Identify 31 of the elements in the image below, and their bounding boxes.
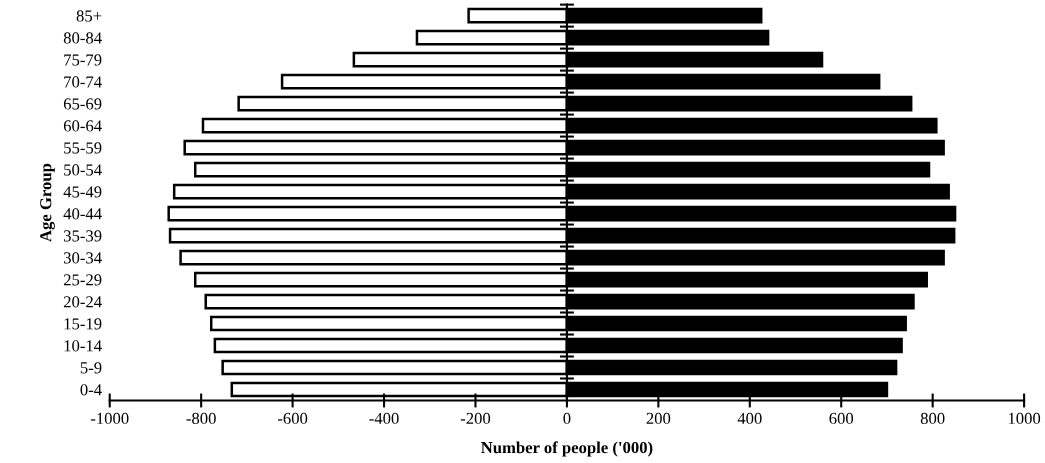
y-tick-label: 80-84 — [63, 32, 102, 44]
y-tick-label: 0-4 — [80, 384, 102, 396]
y-tick-label: 40-44 — [63, 208, 102, 220]
x-tick-label: 400 — [737, 412, 762, 425]
y-tick-label: 85+ — [76, 10, 102, 22]
x-tick-label: 1000 — [1008, 412, 1041, 425]
x-tick-label: -800 — [186, 412, 216, 425]
x-axis-title: Number of people ('000) — [481, 441, 653, 457]
y-tick-label: 70-74 — [64, 76, 102, 88]
y-axis-title: Age Group — [40, 163, 55, 242]
y-tick-label: 65-69 — [63, 98, 102, 110]
x-tick-label: -600 — [277, 412, 308, 425]
x-tick-label: 200 — [646, 412, 671, 425]
y-tick-label: 10-14 — [64, 340, 102, 352]
y-tick-label: 5-9 — [80, 362, 102, 374]
x-tick-label: 600 — [829, 412, 854, 425]
y-tick-label: 15-19 — [64, 318, 102, 330]
x-tick-label: -400 — [369, 412, 399, 425]
x-tick-label: -200 — [460, 412, 491, 425]
x-tick-label: 800 — [920, 412, 945, 425]
y-tick-label: 20-24 — [63, 296, 102, 308]
y-tick-label: 35-39 — [64, 230, 102, 242]
y-tick-label: 60-64 — [63, 120, 102, 132]
x-tick-label: 0 — [563, 412, 571, 425]
y-tick-label: 25-29 — [63, 274, 102, 286]
y-tick-label: 55-59 — [64, 142, 102, 154]
y-tick-label: 45-49 — [63, 186, 102, 198]
x-tick-label: -1000 — [90, 412, 129, 425]
y-tick-label: 75-79 — [64, 54, 102, 66]
y-tick-label: 30-34 — [64, 252, 102, 264]
y-tick-label: 50-54 — [64, 164, 102, 176]
